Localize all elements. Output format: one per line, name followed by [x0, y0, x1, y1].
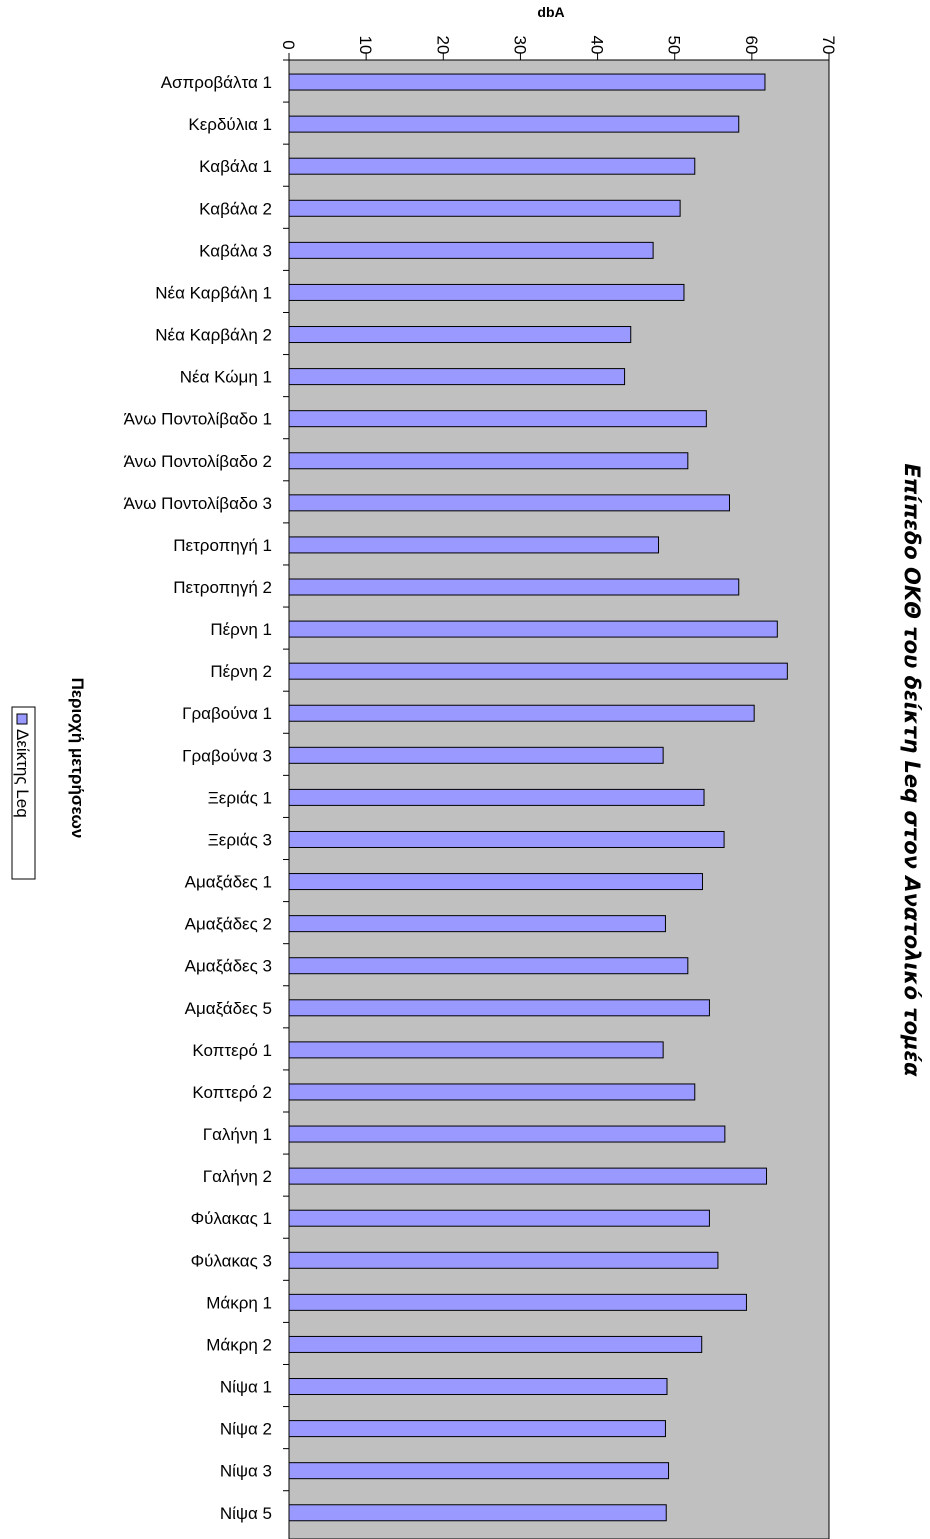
legend-swatch — [16, 713, 28, 725]
chart-title: Επίπεδο ΟΚΘ του δείκτη Leq στον Ανατολικ… — [900, 463, 924, 1077]
bar — [288, 410, 707, 428]
category-label: Άνω Ποντολίβαδο 3 — [124, 494, 272, 513]
category-label: Άνω Ποντολίβαδο 1 — [124, 410, 272, 429]
category-label: Πέρνη 1 — [210, 620, 272, 639]
category-label: Μάκρη 2 — [206, 1335, 272, 1354]
x-tick-label: 40 — [588, 36, 607, 55]
category-label: Νίψα 3 — [220, 1462, 272, 1481]
category-label: Γραβούνα 3 — [182, 746, 272, 765]
x-tick-label: 60 — [742, 36, 761, 55]
category-label: Μάκρη 1 — [206, 1293, 272, 1312]
category-label: Ξεριάς 1 — [208, 788, 272, 807]
category-label: Κοπτερό 1 — [192, 1041, 272, 1060]
category-label: Γαλήνη 1 — [203, 1125, 272, 1144]
bar — [288, 620, 778, 638]
category-label: Νίψα 2 — [220, 1420, 272, 1439]
bar — [288, 999, 710, 1017]
bar — [288, 1335, 703, 1353]
bar — [288, 830, 725, 848]
bar — [288, 1420, 666, 1438]
bar — [288, 1504, 667, 1522]
bar — [288, 283, 685, 301]
bar — [288, 1125, 726, 1143]
category-label: Πέρνη 2 — [210, 662, 272, 681]
category-label: Άνω Ποντολίβαδο 2 — [124, 452, 272, 471]
x-tick-label: 0 — [279, 40, 298, 49]
legend-box — [11, 706, 36, 880]
category-label: Αμαξάδες 3 — [185, 957, 272, 976]
x-axis: 0 10 20 30 40 50 60 70 — [279, 36, 838, 61]
bar — [288, 788, 705, 806]
category-label: Νίψα 5 — [220, 1504, 272, 1523]
category-label: Γραβούνα 1 — [182, 704, 272, 723]
x-tick-label: 20 — [433, 36, 452, 55]
y-axis: Ασπροβάλτα 1 Κερδύλια 1 Καβάλα 1 Καβάλα 2 Κα… — [124, 59, 289, 1523]
x-tick-label: 30 — [510, 36, 529, 55]
bar — [288, 1378, 668, 1396]
legend-label: Δείκτης Leq — [13, 729, 32, 818]
category-label: Γαλήνη 2 — [203, 1167, 272, 1186]
bar — [288, 368, 626, 386]
x-tick-label: 70 — [819, 36, 838, 55]
bar — [288, 1041, 664, 1059]
category-label: Πετροπηγή 2 — [173, 578, 272, 597]
category-label: Πετροπηγή 1 — [173, 536, 272, 555]
category-label: Καβάλα 2 — [199, 199, 272, 218]
bar — [288, 1167, 768, 1185]
category-label: Φύλακας 1 — [191, 1209, 272, 1228]
category-label: Αμαξάδες 2 — [185, 915, 272, 934]
x-tick-label: 10 — [356, 36, 375, 55]
category-label: Κοπτερό 2 — [192, 1083, 272, 1102]
bar — [288, 1083, 696, 1101]
bar — [288, 1251, 719, 1269]
bar — [288, 1462, 670, 1480]
bar — [288, 452, 689, 470]
category-label: Ασπροβάλτα 1 — [161, 73, 272, 92]
x-axis-title: dbA — [537, 4, 564, 20]
bar — [288, 873, 703, 891]
category-label: Καβάλα 1 — [199, 157, 272, 176]
category-label: Καβάλα 3 — [199, 241, 272, 260]
bar — [288, 704, 755, 722]
bars — [288, 73, 788, 1522]
bar — [288, 241, 654, 259]
bar — [288, 1293, 747, 1311]
category-label: Ξεριάς 3 — [208, 830, 272, 849]
bar — [288, 578, 740, 596]
category-label: Φύλακας 3 — [191, 1251, 272, 1270]
bar — [288, 73, 766, 91]
bar — [288, 115, 740, 133]
bar — [288, 915, 666, 933]
bar — [288, 1209, 710, 1227]
x-tick-label: 50 — [665, 36, 684, 55]
bar — [288, 157, 696, 175]
bar — [288, 957, 689, 975]
category-label: Νέα Κώμη 1 — [180, 368, 272, 387]
bar — [288, 326, 632, 344]
category-label: Νέα Καρβάλη 2 — [155, 326, 272, 345]
bar — [288, 494, 730, 512]
category-label: Αμαξάδες 5 — [185, 999, 272, 1018]
bar — [288, 746, 664, 764]
category-label: Νέα Καρβάλη 1 — [155, 283, 272, 302]
category-label: Κερδύλια 1 — [188, 115, 272, 134]
bar — [288, 199, 681, 217]
y-axis-title: Περιοχή μετρήσεων — [68, 678, 87, 839]
category-label: Αμαξάδες 1 — [185, 873, 272, 892]
category-label: Νίψα 1 — [220, 1378, 272, 1397]
legend: Δείκτης Leq — [11, 706, 36, 880]
bar — [288, 536, 660, 554]
bar — [288, 662, 788, 680]
